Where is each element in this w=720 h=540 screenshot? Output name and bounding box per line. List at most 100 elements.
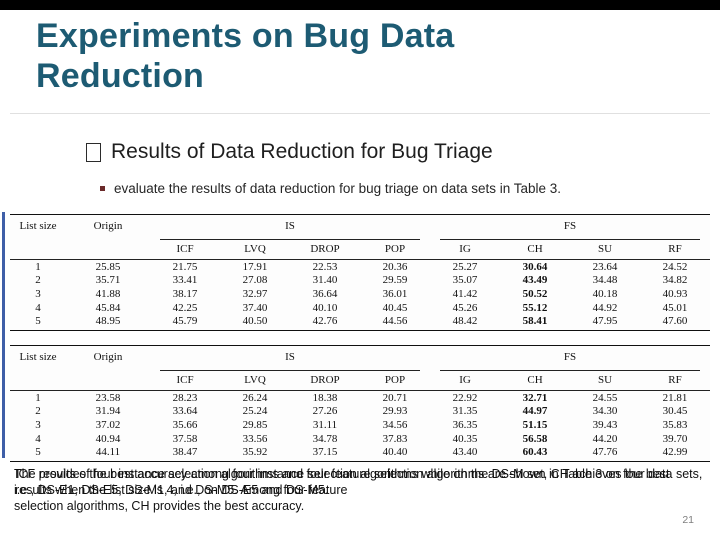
footer-note-overlay-1: The results of four instance selection a… [14,467,703,497]
col-header-list-size: List size [19,351,57,363]
cell-list-size: 4 [35,432,41,445]
cell-ig: 43.40 [452,446,478,459]
cell-origin: 25.85 [95,260,121,273]
cell-drop: 31.11 [312,418,338,431]
col-header-drop: DROP [310,243,340,255]
cell-su: 34.48 [592,274,618,287]
cell-origin: 23.58 [95,391,121,404]
cell-icf: 33.64 [172,405,198,418]
footer-note: The results of four instance selection a… [14,466,706,514]
missing-glyph-box-icon [86,142,101,162]
cell-lvq: 25.24 [242,405,268,418]
cell-lvq: 40.50 [242,315,268,328]
col-header-icf: ICF [176,374,194,386]
cell-icf: 38.17 [172,287,198,300]
col-header-ig: IG [459,243,471,255]
group-header-is: IS [285,220,295,232]
footer-note-overlay-2: ICF provides the best accuracy among fou… [15,467,670,497]
group-header-fs: FS [563,220,577,232]
cell-ig: 48.42 [452,315,478,328]
cell-pop: 29.59 [382,274,408,287]
top-black-bar [0,0,720,10]
cell-rf: 21.81 [662,391,688,404]
cell-rf: 47.60 [662,315,688,328]
col-header-ch: CH [527,374,543,386]
cell-su: 44.92 [592,301,618,314]
col-header-pop: POP [384,374,406,386]
cell-lvq: 29.85 [242,418,268,431]
col-header-origin: Origin [93,351,123,363]
cell-icf: 21.75 [172,260,198,273]
results-table-grid-2: List size Origin IS FS ICF LVQ DROP POP IG CH SU RF… [10,347,710,459]
is-group-rule [160,236,420,240]
footer-last-line: selection algorithms, CH provides the be… [14,499,305,513]
cell-su: 47.95 [592,315,618,328]
cell-ig: 45.26 [452,301,478,314]
cell-pop: 29.93 [382,405,408,418]
cell-ch: 50.52 [522,287,548,300]
cell-drop: 42.76 [312,315,338,328]
cell-ig: 40.35 [452,432,478,445]
cell-rf: 35.83 [662,418,688,431]
results-table-ds-e: List size Origin IS FS ICF LVQ DROP POP IG CH SU RF… [10,214,710,331]
cell-list-size: 2 [35,405,41,418]
cell-su: 23.64 [592,260,618,273]
cell-list-size: 4 [35,301,41,314]
page-number: 21 [682,514,694,526]
col-header-rf: RF [668,243,682,255]
cell-drop: 18.38 [312,391,338,404]
left-accent-strip [2,212,5,458]
cell-origin: 37.02 [95,418,121,431]
cell-list-size: 5 [35,446,41,459]
cell-pop: 40.40 [382,446,408,459]
sub-bullet-evaluate: evaluate the results of data reduction f… [100,181,561,196]
cell-su: 44.20 [592,432,618,445]
cell-origin: 45.84 [95,301,121,314]
cell-ig: 35.07 [452,274,478,287]
cell-list-size: 1 [35,260,41,273]
bullet-results-heading: Results of Data Reduction for Bug Triage [86,140,493,164]
cell-list-size: 3 [35,287,41,300]
cell-list-size: 3 [35,418,41,431]
cell-rf: 40.93 [662,287,688,300]
col-header-icf: ICF [176,243,194,255]
fs-group-rule [440,236,700,240]
cell-pop: 37.83 [382,432,408,445]
cell-ig: 36.35 [452,418,478,431]
cell-ig: 41.42 [452,287,478,300]
col-header-pop: POP [384,243,406,255]
cell-icf: 35.66 [172,418,198,431]
cell-icf: 38.47 [172,446,198,459]
cell-pop: 20.36 [382,260,408,273]
cell-ig: 25.27 [452,260,478,273]
cell-pop: 36.01 [382,287,408,300]
cell-drop: 40.10 [312,301,338,314]
group-header-is: IS [285,351,295,363]
col-header-origin: Origin [93,220,123,232]
cell-su: 39.43 [592,418,618,431]
cell-drop: 27.26 [312,405,338,418]
group-header-fs: FS [563,351,577,363]
col-header-ch: CH [527,243,543,255]
page-title: Experiments on Bug Data Reduction [36,17,455,96]
square-bullet-icon [100,186,105,191]
cell-origin: 40.94 [95,432,121,445]
bullet-results-label: Results of Data Reduction for Bug Triage [111,140,493,163]
cell-origin: 48.95 [95,315,121,328]
cell-lvq: 17.91 [242,260,268,273]
is-group-rule [160,367,420,371]
results-table-ds-m: List size Origin IS FS ICF LVQ DROP POP IG CH SU RF… [10,345,710,462]
cell-pop: 44.56 [382,315,408,328]
col-header-lvq: LVQ [244,243,266,255]
cell-list-size: 5 [35,315,41,328]
cell-drop: 22.53 [312,260,338,273]
cell-icf: 45.79 [172,315,198,328]
col-header-lvq: LVQ [244,374,266,386]
cell-lvq: 32.97 [242,287,268,300]
cell-origin: 31.94 [95,405,121,418]
cell-ig: 22.92 [452,391,478,404]
cell-lvq: 35.92 [242,446,268,459]
sub-bullet-label: evaluate the results of data reduction f… [114,181,562,196]
footer-overlapping-text: The results of four instance selection a… [14,466,706,498]
cell-list-size: 1 [35,391,41,404]
